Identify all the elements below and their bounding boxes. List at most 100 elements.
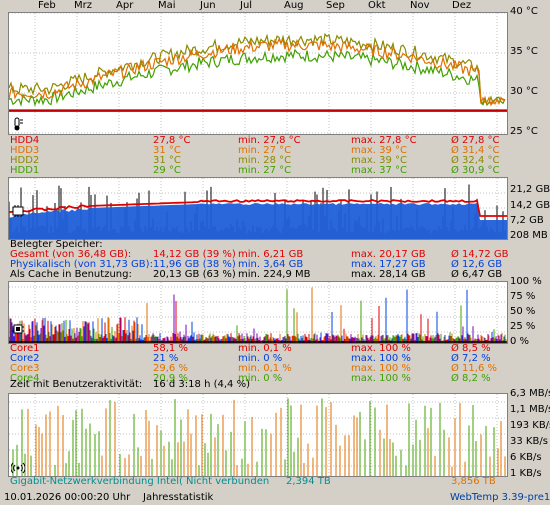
month-sep: Sep — [326, 0, 345, 11]
mem-legend-row: Gesamt (von 36,48 GB): 14,12 GB (39 %) min… — [10, 249, 550, 260]
network-graph — [8, 393, 508, 477]
cpu-cur: 20,9 % — [153, 373, 188, 384]
temp-avg: Ø 31,4 °C — [451, 145, 500, 156]
net-tick-2: 193 KB/s — [510, 420, 550, 431]
cpu-avg: Ø 11,6 % — [451, 363, 497, 374]
cpu-tick-100: 100 % — [510, 276, 542, 287]
temp-cur: 27,8 °C — [153, 135, 191, 146]
month-nov: Nov — [410, 0, 430, 11]
footer-brand: WebTemp 3.39-pre1 — [450, 492, 550, 503]
cpu-tick-75: 75 % — [510, 291, 536, 302]
footer-datetime: 10.01.2026 00:00:20 Uhr — [4, 492, 131, 503]
month-dez: Dez — [452, 0, 472, 11]
cpu-axis: 100 % 75 % 50 % 25 % 0 % — [510, 276, 550, 347]
temp-max: max. 39 °C — [351, 145, 408, 156]
mem-tick-2: 7,2 GB — [510, 215, 544, 226]
mem-min: min. 224,9 MB — [238, 269, 311, 280]
network-antenna-icon — [11, 460, 25, 474]
temp-avg: Ø 32,4 °C — [451, 155, 500, 166]
cpu-avg: Ø 7,2 % — [451, 353, 491, 364]
cpu-legend-row: Core1 58,1 % min. 0,1 % max. 100 % Ø 8,5 % — [10, 343, 550, 354]
cpu-min: min. 0 % — [238, 353, 283, 364]
cpu-tick-50: 50 % — [510, 306, 536, 317]
cpu-min: min. 0 % — [238, 373, 283, 384]
activity-label: Zeit mit Benutzeraktivität: — [10, 379, 143, 390]
net-tick-3: 33 KB/s — [510, 436, 548, 447]
temperature-axis: 40 °C 35 °C 30 °C 25 °C — [510, 6, 550, 137]
temp-max: max. 37 °C — [351, 165, 408, 176]
mem-avg: Ø 14,72 GB — [451, 249, 509, 260]
mem-max: max. 17,27 GB — [351, 259, 426, 270]
cpu-legend-row: Core3 29,6 % min. 0,1 % max. 100 % Ø 11,6 % — [10, 363, 550, 374]
temp-max: max. 27,8 °C — [351, 135, 417, 146]
cpu-max: max. 100 % — [351, 343, 411, 354]
mem-cur: 14,12 GB (39 %) — [153, 249, 236, 260]
net-tick-5: 1 KB/s — [510, 468, 542, 479]
temp-avg: Ø 27,8 °C — [451, 135, 500, 146]
cpu-cur: 58,1 % — [153, 343, 188, 354]
network-plot — [9, 394, 507, 476]
network-upload-total: 3,856 TB — [451, 476, 496, 487]
activity-value: 16 d 3:18 h (4,4 %) — [153, 379, 250, 390]
cpu-max: max. 100 % — [351, 373, 411, 384]
mem-name: Physikalisch (von 31,73 GB): — [10, 259, 153, 270]
memory-graph — [8, 177, 508, 240]
mem-legend-row: Physikalisch (von 31,73 GB): 11,96 GB (38… — [10, 259, 550, 270]
net-tick-4: 6 KB/s — [510, 452, 542, 463]
temp-legend-row: HDD3 31 °C min. 27 °C max. 39 °C Ø 31,4 °C — [10, 145, 550, 156]
cpu-name: Core3 — [10, 363, 40, 374]
month-axis: Feb Mrz Apr Mai Jun Jul Aug Sep Okt Nov Dez — [8, 0, 506, 12]
cpu-avg: Ø 8,5 % — [451, 343, 491, 354]
month-jun: Jun — [200, 0, 216, 11]
mem-name: Gesamt (von 36,48 GB): — [10, 249, 132, 260]
temp-legend-row: HDD1 29 °C min. 27 °C max. 37 °C Ø 30,9 °C — [10, 165, 550, 176]
network-adapter-name: Gigabit-Netzwerkverbindung Intel( — [10, 476, 183, 487]
cpu-plot — [9, 282, 507, 343]
month-mrz: Mrz — [74, 0, 92, 11]
temp-tick-30: 30 °C — [510, 86, 538, 97]
temp-legend-row: HDD2 31 °C min. 28 °C max. 39 °C Ø 32,4 °C — [10, 155, 550, 166]
cpu-name: Core1 — [10, 343, 40, 354]
memory-chip-icon — [11, 204, 25, 218]
temp-cur: 29 °C — [153, 165, 181, 176]
temp-cur: 31 °C — [153, 155, 181, 166]
temp-min: min. 27 °C — [238, 165, 292, 176]
month-apr: Apr — [116, 0, 134, 11]
mem-cur: 20,13 GB (63 %) — [153, 269, 236, 280]
cpu-graph — [8, 281, 508, 344]
mem-legend-row: Als Cache in Benutzung: 20,13 GB (63 %) mi… — [10, 269, 550, 280]
mem-tick-1: 14,2 GB — [510, 200, 550, 211]
cpu-cur: 29,6 % — [153, 363, 188, 374]
network-download-total: 2,394 TB — [286, 476, 331, 487]
memory-axis: 21,2 GB 14,2 GB 7,2 GB 208 MB — [510, 184, 550, 244]
cpu-tick-25: 25 % — [510, 321, 536, 332]
month-okt: Okt — [368, 0, 386, 11]
mem-min: min. 3,64 GB — [238, 259, 304, 270]
thermometer-icon — [11, 117, 25, 131]
cpu-avg: Ø 8,2 % — [451, 373, 491, 384]
cpu-max: max. 100 % — [351, 353, 411, 364]
net-tick-0: 6,3 MB/s — [510, 388, 550, 399]
activity-row: Zeit mit Benutzeraktivität: 16 d 3:18 h … — [10, 379, 550, 390]
month-mai: Mai — [158, 0, 176, 11]
temp-name: HDD3 — [10, 145, 40, 156]
cpu-name: Core2 — [10, 353, 40, 364]
temp-max: max. 39 °C — [351, 155, 408, 166]
temp-name: HDD2 — [10, 155, 40, 166]
month-jul: Jul — [240, 0, 253, 11]
network-legend-row: Gigabit-Netzwerkverbindung Intel( Nicht … — [10, 476, 550, 487]
cpu-max: max. 100 % — [351, 363, 411, 374]
mem-max: max. 20,17 GB — [351, 249, 426, 260]
temp-cur: 31 °C — [153, 145, 181, 156]
temperature-graph — [8, 12, 508, 135]
cpu-min: min. 0,1 % — [238, 343, 292, 354]
cpu-legend-row: Core2 21 % min. 0 % max. 100 % Ø 7,2 % — [10, 353, 550, 364]
network-axis: 6,3 MB/s 1,1 MB/s 193 KB/s 33 KB/s 6 KB/… — [510, 388, 550, 479]
temp-name: HDD4 — [10, 135, 40, 146]
temp-legend-row: HDD4 27,8 °C min. 27,8 °C max. 27,8 °C Ø 27,… — [10, 135, 550, 146]
temp-avg: Ø 30,9 °C — [451, 165, 500, 176]
temp-tick-25: 25 °C — [510, 126, 538, 137]
memory-plot — [9, 178, 507, 239]
mem-avg: Ø 12,6 GB — [451, 259, 503, 270]
temp-tick-35: 35 °C — [510, 46, 538, 57]
